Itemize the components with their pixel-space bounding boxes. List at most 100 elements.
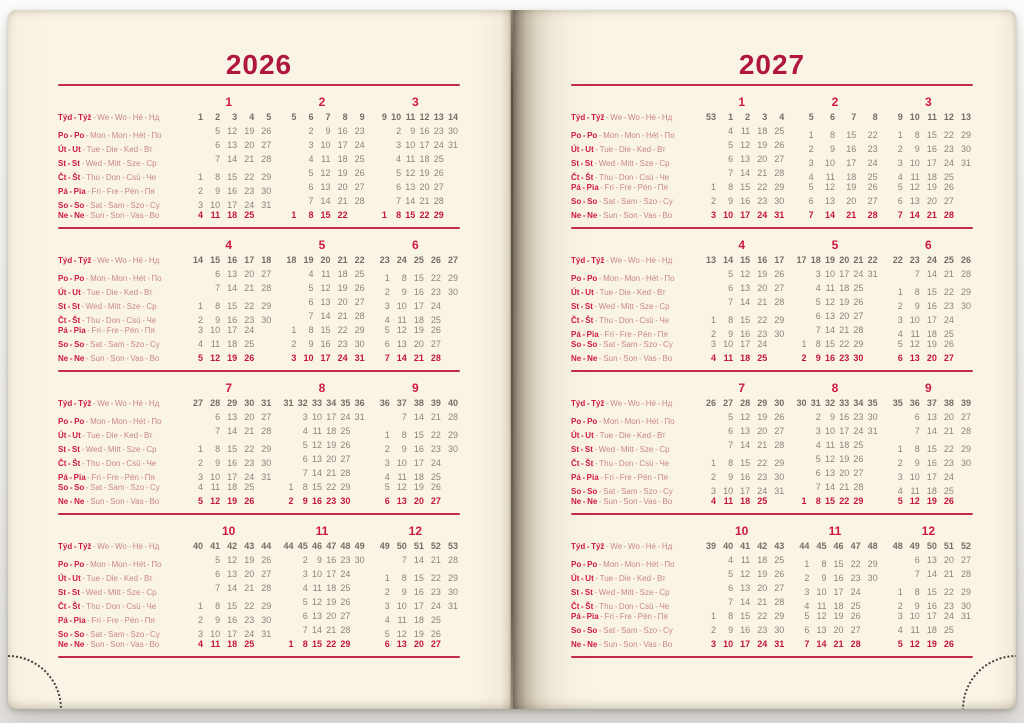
week-number-cell: 46 [311, 541, 322, 551]
month-column: 7 14 21 28 [180, 281, 273, 295]
date-cell: 15 [227, 601, 238, 611]
label-rest: - Fri - Fre - Pén - Пя [598, 612, 668, 621]
month-column: 3 10 17 24 31 [367, 599, 460, 613]
label-strong: Pá - Pia [571, 612, 599, 621]
date-cell: 21 [244, 583, 255, 593]
date-cell: 6 [396, 182, 402, 192]
label-rest: - Sun - Son - Vas - Во [597, 354, 673, 363]
date-cell: 4 [198, 482, 204, 492]
date-cell: 8 [401, 573, 407, 583]
date-cell: 22 [244, 301, 255, 311]
date-cell: 23 [867, 144, 878, 154]
label-rest: - Sat - Sam - Szo - Су [84, 483, 160, 492]
date-cell: 20 [839, 468, 850, 478]
date-cell: 18 [337, 154, 348, 164]
date-cell [863, 480, 877, 494]
day-label: Út - Ut - Tue - Die - Ked - Вт [58, 143, 180, 157]
date-cell: 21 [419, 196, 430, 206]
week-label: Týd - Týž - We - Wo - Hé - Нд [571, 254, 693, 268]
date-cell [279, 180, 296, 194]
week-number-cell: 32 [824, 398, 835, 408]
month-column: 4 11 18 25 [273, 424, 366, 438]
week-number-cell: 31 [810, 398, 821, 408]
date-cell: 24 [340, 412, 351, 422]
date-cell: 12 [740, 412, 751, 422]
month-column: 3 10 17 24 31 [880, 609, 973, 623]
date-cell [767, 337, 784, 351]
date-cell: 13 [816, 625, 827, 635]
date-cell: 21 [833, 639, 844, 649]
date-cell: 17 [326, 569, 337, 579]
date-cell: 17 [227, 472, 238, 482]
month-column: 2 9 16 23 30 [880, 142, 973, 156]
date-cell: 17 [326, 412, 337, 422]
date-cell: 22 [430, 573, 441, 583]
day-label: St - St - Wed - Mitt - Sze - Ср [58, 443, 180, 457]
week-label: Týd - Týž - We - Wo - Hé - Нд [58, 540, 180, 554]
date-cell [792, 452, 806, 466]
date-cell [699, 152, 716, 166]
day-label: So - So - Sat - Sam - Szo - Су [58, 199, 180, 213]
date-cell: 18 [413, 472, 424, 482]
label-rest: - Wed - Mitt - Sze - Ср [79, 445, 157, 454]
label-strong: Po - Po [571, 274, 598, 283]
date-cell: 28 [354, 196, 365, 206]
date-cell: 8 [215, 601, 221, 611]
date-cell: 29 [261, 444, 272, 454]
date-cell [886, 267, 903, 281]
date-cell: 14 [909, 210, 920, 220]
label-strong: Týd - Týž [571, 542, 605, 551]
date-cell: 24 [244, 325, 255, 335]
open-planner: 2026 1 2 3 Týd - Týž - We - Wo - Hé - Нд 1 2 3… [8, 10, 1016, 709]
month-column: 4 11 18 25 [367, 313, 460, 327]
date-cell: 12 [909, 639, 920, 649]
day-row: Po - Po - Mon - Mon - Hét - По 5 12 19 26 2 9 1… [58, 124, 460, 140]
date-cell: 25 [774, 126, 785, 136]
date-cell: 9 [914, 301, 920, 311]
date-cell: 9 [410, 126, 416, 136]
week-number-cell: 7 [851, 112, 857, 122]
date-cell: 14 [311, 468, 322, 478]
date-cell: 31 [261, 472, 272, 482]
label-rest: - Sat - Sam - Szo - Су [597, 626, 673, 635]
date-cell: 18 [926, 329, 937, 339]
quarter-rule [571, 513, 973, 515]
date-cell: 13 [396, 639, 407, 649]
date-cell: 24 [853, 426, 864, 436]
date-cell: 16 [839, 412, 850, 422]
day-row: So - So - Sat - Sam - Szo - Су 2 9 16 23 30 6 1… [571, 623, 973, 637]
date-cell: 29 [433, 210, 444, 220]
date-cell: 1 [897, 130, 903, 140]
week-number-cell: 48 [892, 541, 903, 551]
month-column: 4 11 18 25 [786, 170, 879, 184]
date-cell: 12 [824, 297, 835, 307]
date-cell: 8 [728, 315, 734, 325]
date-cell: 1 [291, 210, 297, 220]
week-number-cell: 43 [244, 541, 255, 551]
date-cell [441, 613, 458, 627]
week-number-cell: 13 [960, 112, 971, 122]
label-strong: Čt - Št [571, 459, 594, 468]
week-number-cell: 29 [227, 398, 238, 408]
date-cell [863, 438, 877, 452]
date-cell [886, 410, 903, 424]
date-cell: 15 [926, 587, 937, 597]
week-number-cell: 13 [706, 255, 717, 265]
week-number-cell: 40 [193, 541, 204, 551]
date-cell: 19 [926, 182, 937, 192]
day-row: St - St - Wed - Mitt - Sze - Ср 1 8 15 22 29 6… [58, 295, 460, 311]
date-cell: 3 [897, 472, 903, 482]
month-column: 4 11 18 25 [786, 599, 879, 613]
date-cell: 6 [384, 339, 390, 349]
date-cell: 10 [723, 210, 734, 220]
date-cell: 12 [210, 496, 221, 506]
date-cell: 28 [430, 353, 441, 363]
date-cell: 12 [396, 325, 407, 335]
date-cell: 8 [914, 130, 920, 140]
date-cell: 12 [311, 597, 322, 607]
date-cell: 9 [215, 186, 221, 196]
date-cell: 26 [340, 440, 351, 450]
date-cell: 5 [897, 339, 903, 349]
date-cell: 25 [430, 472, 441, 482]
month-column: 6 13 20 27 [180, 267, 273, 281]
